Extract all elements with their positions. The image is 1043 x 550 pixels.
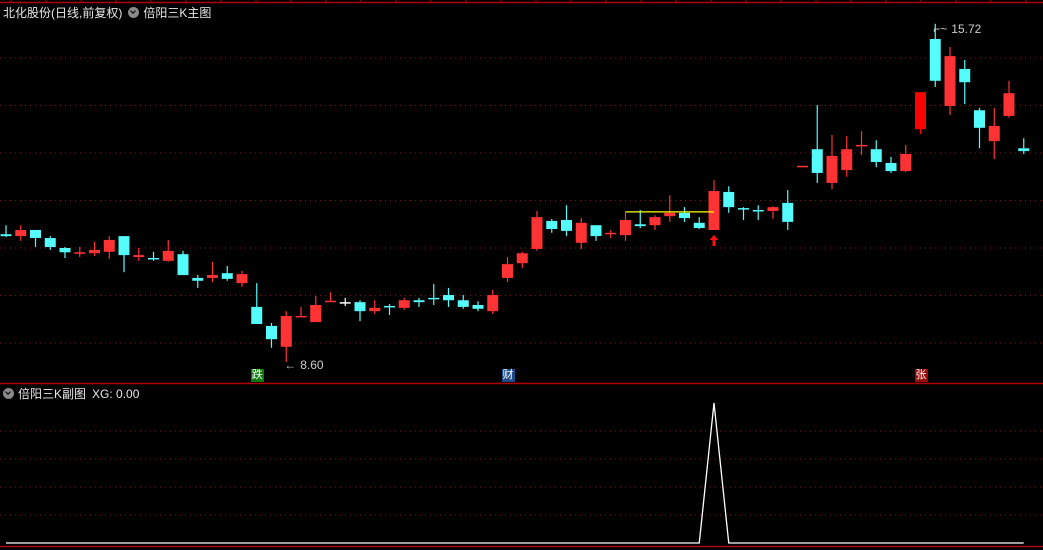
candle-up (944, 56, 956, 106)
dropdown-icon[interactable] (3, 388, 14, 399)
candle-down (266, 325, 277, 340)
candle-up (900, 153, 912, 172)
stock-title: 北化股份(日线,前复权) (3, 6, 123, 20)
candle-up (398, 300, 410, 308)
candle-down (44, 238, 56, 248)
candle-down (354, 302, 366, 312)
candle-down (30, 229, 41, 239)
candle-down (634, 224, 646, 227)
candle-up (649, 217, 661, 226)
candle-up (310, 305, 322, 323)
candle-up (826, 155, 838, 183)
low-price-label: ← 8.60 (284, 358, 324, 372)
annotations (625, 211, 719, 246)
candle-up (708, 191, 720, 230)
arrow-left-icon: ← (284, 358, 297, 372)
dropdown-icon[interactable] (128, 7, 140, 18)
candle-up (605, 232, 617, 235)
candle-up (1003, 93, 1015, 116)
candle-down (679, 212, 690, 219)
signal-tag: 张 (914, 369, 928, 382)
candle-up (325, 300, 336, 303)
xg-readout: XG: 0.00 (92, 386, 140, 401)
candle-down (0, 234, 12, 237)
candle-down (148, 257, 159, 260)
signal-tag: 跌 (250, 369, 264, 382)
sub-indicator-name[interactable]: 倍阳三K副图 (18, 387, 87, 401)
candle-down (339, 302, 351, 304)
candle-up (487, 295, 499, 312)
candle-down (1018, 148, 1030, 152)
candle-up (236, 274, 248, 284)
candle-up (516, 253, 528, 264)
high-price-label: ⌐~ 15.72 (933, 22, 982, 36)
flag-icon: ⌐~ (933, 22, 948, 36)
candle-down (221, 273, 233, 279)
candle-up (575, 222, 587, 243)
candle-down (974, 110, 985, 128)
buy-arrow-icon (709, 234, 719, 246)
candle-down (428, 297, 440, 300)
candle-down (118, 236, 130, 256)
candle-down (59, 248, 71, 253)
candle-down (457, 300, 469, 307)
candle-up (369, 307, 381, 312)
candle-down (546, 220, 558, 229)
candle-up (295, 315, 307, 318)
candle-up (797, 165, 808, 168)
candle-down (251, 306, 263, 324)
candle-up (841, 149, 853, 171)
candle-down (693, 222, 705, 229)
signal-tag: 财 (501, 369, 515, 382)
candle-down (929, 39, 941, 81)
candle-up (620, 219, 631, 236)
candle-up (162, 250, 174, 261)
candle-down (561, 219, 572, 231)
candle-down (177, 254, 189, 276)
candle-up (988, 125, 1000, 142)
candle-up (915, 92, 926, 130)
candle-down (870, 149, 882, 163)
candle-up (856, 144, 867, 147)
candle-up (664, 212, 676, 217)
candle-down (885, 162, 897, 172)
candle-up (89, 249, 100, 254)
candle-down (959, 68, 971, 83)
candle-up (103, 239, 115, 252)
candle-down (752, 210, 764, 212)
candle-down (192, 277, 204, 281)
candle-up (207, 275, 218, 278)
candle-down (738, 208, 749, 210)
candle-up (531, 217, 543, 249)
candlesticks (0, 23, 1030, 362)
candle-up (15, 229, 27, 237)
candle-down (811, 149, 823, 173)
candle-down (443, 295, 454, 301)
candle-up (133, 255, 145, 258)
candle-down (384, 305, 395, 308)
main-indicator-name[interactable]: 倍阳三K主图 (143, 6, 212, 20)
candle-down (590, 225, 602, 237)
candle-down (782, 202, 794, 222)
candle-down (723, 191, 735, 208)
candle-down (472, 305, 484, 309)
candle-down (413, 300, 425, 303)
candle-up (74, 252, 86, 254)
xg-line (6, 402, 1024, 544)
sub-chart-xg-line (6, 402, 1024, 544)
sub-chart-header: 倍阳三K副图 XG: 0.00 (3, 385, 139, 402)
gridlines (0, 57, 1043, 516)
candle-up (767, 207, 779, 211)
candle-up (280, 315, 292, 347)
main-chart-header: 北化股份(日线,前复权) 倍阳三K主图 (3, 4, 211, 21)
candle-up (502, 264, 513, 278)
